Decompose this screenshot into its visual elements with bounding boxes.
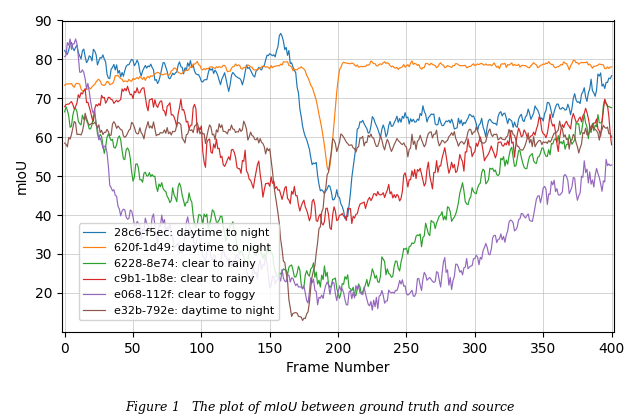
Line: 28c6-f5ec: daytime to night: 28c6-f5ec: daytime to night [65, 34, 612, 218]
e068-112f: clear to foggy: (202, 20.7): clear to foggy: (202, 20.7) [337, 288, 345, 293]
6228-8e74: clear to rainy: (220, 22.1): clear to rainy: (220, 22.1) [362, 282, 369, 287]
e068-112f: clear to foggy: (220, 19.8): clear to foggy: (220, 19.8) [362, 291, 369, 296]
e32b-792e: daytime to night: (400, 60.1): daytime to night: (400, 60.1) [608, 134, 616, 139]
620f-1d49: daytime to night: (0, 73.4): daytime to night: (0, 73.4) [61, 83, 68, 88]
28c6-f5ec: daytime to night: (0, 82.3): daytime to night: (0, 82.3) [61, 48, 68, 53]
e068-112f: clear to foggy: (145, 27.2): clear to foggy: (145, 27.2) [259, 262, 267, 267]
28c6-f5ec: daytime to night: (202, 42.9): daytime to night: (202, 42.9) [337, 201, 345, 206]
c9b1-1b8e: clear to rainy: (400, 58.1): clear to rainy: (400, 58.1) [608, 142, 616, 147]
X-axis label: Frame Number: Frame Number [286, 361, 390, 375]
Legend: 28c6-f5ec: daytime to night, 620f-1d49: daytime to night, 6228-8e74: clear to ra: 28c6-f5ec: daytime to night, 620f-1d49: … [79, 223, 279, 320]
e32b-792e: daytime to night: (0, 58.5): daytime to night: (0, 58.5) [61, 141, 68, 146]
c9b1-1b8e: clear to rainy: (53, 72.7): clear to rainy: (53, 72.7) [133, 85, 141, 90]
28c6-f5ec: daytime to night: (221, 62.2): daytime to night: (221, 62.2) [363, 126, 371, 131]
620f-1d49: daytime to night: (400, 78.1): daytime to night: (400, 78.1) [608, 64, 616, 69]
620f-1d49: daytime to night: (220, 78.1): daytime to night: (220, 78.1) [362, 64, 369, 69]
c9b1-1b8e: clear to rainy: (295, 59.6): clear to rainy: (295, 59.6) [464, 136, 472, 141]
e32b-792e: daytime to night: (53, 60.9): daytime to night: (53, 60.9) [133, 132, 141, 137]
620f-1d49: daytime to night: (202, 77.9): daytime to night: (202, 77.9) [337, 65, 345, 70]
28c6-f5ec: daytime to night: (144, 77.3): daytime to night: (144, 77.3) [258, 68, 266, 73]
e32b-792e: daytime to night: (145, 58.4): daytime to night: (145, 58.4) [259, 141, 267, 146]
28c6-f5ec: daytime to night: (205, 39.1): daytime to night: (205, 39.1) [341, 216, 349, 221]
28c6-f5ec: daytime to night: (257, 63.9): daytime to night: (257, 63.9) [412, 120, 420, 124]
620f-1d49: daytime to night: (144, 78.1): daytime to night: (144, 78.1) [258, 64, 266, 69]
e32b-792e: daytime to night: (221, 58.7): daytime to night: (221, 58.7) [363, 140, 371, 145]
Text: Figure 1   The plot of $mIoU$ between ground truth and source: Figure 1 The plot of $mIoU$ between grou… [125, 399, 515, 415]
28c6-f5ec: daytime to night: (295, 64.9): daytime to night: (295, 64.9) [464, 116, 472, 121]
c9b1-1b8e: clear to rainy: (46, 73.1): clear to rainy: (46, 73.1) [124, 84, 131, 89]
c9b1-1b8e: clear to rainy: (203, 40.4): clear to rainy: (203, 40.4) [339, 211, 346, 216]
28c6-f5ec: daytime to night: (400, 75.8): daytime to night: (400, 75.8) [608, 73, 616, 78]
6228-8e74: clear to rainy: (395, 69.7): clear to rainy: (395, 69.7) [601, 97, 609, 102]
e068-112f: clear to foggy: (295, 26.2): clear to foggy: (295, 26.2) [464, 266, 472, 271]
620f-1d49: daytime to night: (373, 79.8): daytime to night: (373, 79.8) [571, 58, 579, 63]
e32b-792e: daytime to night: (15, 66.2): daytime to night: (15, 66.2) [81, 111, 89, 116]
Y-axis label: mIoU: mIoU [15, 158, 29, 194]
28c6-f5ec: daytime to night: (158, 86.7): daytime to night: (158, 86.7) [277, 31, 285, 36]
Line: c9b1-1b8e: clear to rainy: c9b1-1b8e: clear to rainy [65, 86, 612, 229]
e068-112f: clear to foggy: (257, 20): clear to foggy: (257, 20) [412, 290, 420, 295]
Line: e068-112f: clear to foggy: e068-112f: clear to foggy [65, 39, 612, 310]
Line: 6228-8e74: clear to rainy: 6228-8e74: clear to rainy [65, 100, 612, 298]
620f-1d49: daytime to night: (256, 79): daytime to night: (256, 79) [411, 61, 419, 66]
6228-8e74: clear to rainy: (0, 66.5): clear to rainy: (0, 66.5) [61, 110, 68, 115]
e068-112f: clear to foggy: (0, 80.7): clear to foggy: (0, 80.7) [61, 54, 68, 59]
620f-1d49: daytime to night: (52, 75.1): daytime to night: (52, 75.1) [132, 76, 140, 81]
620f-1d49: daytime to night: (193, 51.4): daytime to night: (193, 51.4) [324, 168, 332, 173]
e068-112f: clear to foggy: (53, 38.4): clear to foggy: (53, 38.4) [133, 219, 141, 224]
e068-112f: clear to foggy: (4, 85.3): clear to foggy: (4, 85.3) [67, 37, 74, 42]
c9b1-1b8e: clear to rainy: (257, 49.4): clear to rainy: (257, 49.4) [412, 176, 420, 181]
6228-8e74: clear to rainy: (201, 18.6): clear to rainy: (201, 18.6) [335, 296, 343, 301]
6228-8e74: clear to rainy: (52, 53.1): clear to rainy: (52, 53.1) [132, 161, 140, 166]
e068-112f: clear to foggy: (400, 52.9): clear to foggy: (400, 52.9) [608, 163, 616, 168]
6228-8e74: clear to rainy: (400, 67.6): clear to rainy: (400, 67.6) [608, 105, 616, 110]
6228-8e74: clear to rainy: (202, 19.8): clear to rainy: (202, 19.8) [337, 291, 345, 296]
c9b1-1b8e: clear to rainy: (145, 44.6): clear to rainy: (145, 44.6) [259, 195, 267, 200]
6228-8e74: clear to rainy: (294, 42.9): clear to rainy: (294, 42.9) [463, 201, 470, 206]
e32b-792e: daytime to night: (203, 60.5): daytime to night: (203, 60.5) [339, 133, 346, 138]
c9b1-1b8e: clear to rainy: (221, 43): clear to rainy: (221, 43) [363, 201, 371, 206]
Line: 620f-1d49: daytime to night: 620f-1d49: daytime to night [65, 60, 612, 171]
e32b-792e: daytime to night: (257, 56.8): daytime to night: (257, 56.8) [412, 147, 420, 152]
c9b1-1b8e: clear to rainy: (0, 67.9): clear to rainy: (0, 67.9) [61, 104, 68, 109]
e32b-792e: daytime to night: (174, 12.9): daytime to night: (174, 12.9) [299, 318, 307, 323]
e32b-792e: daytime to night: (295, 61.4): daytime to night: (295, 61.4) [464, 129, 472, 134]
6228-8e74: clear to rainy: (144, 29.9): clear to rainy: (144, 29.9) [258, 252, 266, 257]
c9b1-1b8e: clear to rainy: (195, 36.3): clear to rainy: (195, 36.3) [328, 227, 335, 232]
e068-112f: clear to foggy: (225, 15.5): clear to foggy: (225, 15.5) [369, 308, 376, 313]
620f-1d49: daytime to night: (294, 77.9): daytime to night: (294, 77.9) [463, 65, 470, 70]
6228-8e74: clear to rainy: (256, 33): clear to rainy: (256, 33) [411, 240, 419, 245]
Line: e32b-792e: daytime to night: e32b-792e: daytime to night [65, 113, 612, 320]
28c6-f5ec: daytime to night: (52, 79): daytime to night: (52, 79) [132, 61, 140, 66]
